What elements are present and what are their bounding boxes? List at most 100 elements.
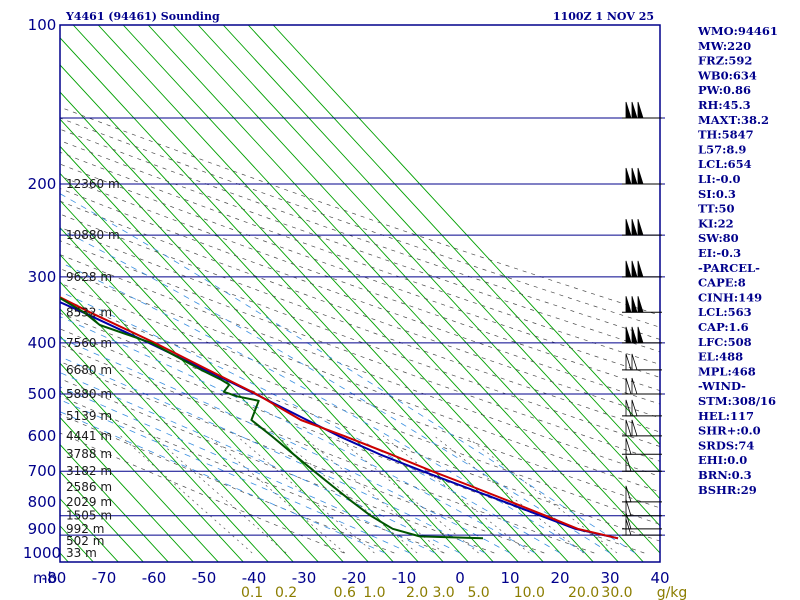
index-value: CAP:1.6 — [698, 320, 749, 334]
index-value: STM:308/16 — [698, 394, 776, 408]
isotherm-line — [60, 281, 319, 562]
temperature-label: 40 — [650, 569, 669, 587]
mixing-ratio-line — [433, 435, 584, 554]
height-label: 3788 m — [66, 447, 112, 461]
isotherm-line — [222, 25, 660, 500]
isotherm-line — [60, 470, 144, 562]
index-value: TT:50 — [698, 202, 735, 216]
wind-barb — [622, 499, 662, 517]
mixing-ratio-label: 10.0 — [514, 585, 545, 600]
isotherm-line — [60, 172, 419, 562]
index-value: WB0:634 — [697, 68, 757, 82]
temperature-trace — [60, 296, 619, 540]
wind-barb — [622, 377, 662, 395]
isotherm-line — [60, 118, 469, 562]
mixing-ratio-label: 0.2 — [275, 585, 297, 600]
height-label: 2029 m — [66, 495, 112, 509]
wind-barb — [622, 519, 662, 536]
index-value: LI:-0.0 — [698, 172, 741, 186]
mixing-ratio-line — [208, 435, 346, 554]
temperature-label: -70 — [92, 569, 117, 587]
pressure-label: 700 — [28, 462, 57, 480]
dewpoint-trace — [60, 296, 484, 540]
mixing-ratio-line — [382, 435, 530, 554]
index-value: L57:8.9 — [698, 142, 746, 156]
index-value: -PARCEL- — [698, 261, 760, 275]
dry-adiabat — [60, 361, 545, 554]
temperature-label: 10 — [500, 569, 519, 587]
mixing-ratio-labels: 0.1 0.2 0.6 1.0 2.0 3.0 5.0 10.0 20.0 30.0 g/kg — [241, 585, 687, 600]
mixing-ratio-label: 30.0 — [601, 585, 632, 600]
mixing-ratio-label: 0.6 — [334, 585, 356, 600]
mixing-ratio-line — [276, 435, 418, 554]
isotherm-line — [122, 25, 619, 562]
dry-adiabat — [60, 268, 660, 493]
pressure-label: 900 — [28, 520, 57, 538]
pressure-axis-labels: 100 200 300 400 500 600 700 800 900 1000 — [23, 16, 61, 562]
index-value: CAPE:8 — [698, 276, 746, 290]
height-label: 4441 m — [66, 429, 112, 443]
isotherm-line — [60, 254, 344, 562]
chart-title: Y4461 (94461) Sounding — [65, 10, 220, 23]
height-label: 5139 m — [66, 409, 112, 423]
temperature-label: -10 — [392, 569, 417, 587]
index-value: HEL:117 — [698, 409, 754, 423]
index-value: BSHR:29 — [698, 483, 757, 497]
isotherm-line — [60, 335, 269, 562]
temperature-line — [60, 296, 619, 540]
index-value: LCL:563 — [698, 305, 752, 319]
mixing-ratio-line — [152, 435, 287, 554]
index-value: BRN:0.3 — [698, 468, 752, 482]
wind-barbs — [622, 101, 662, 536]
temperature-label: -80 — [42, 569, 67, 587]
isotherm-line — [60, 389, 219, 562]
isotherm-line — [60, 199, 394, 562]
x-axis-label: mb — [33, 569, 57, 587]
isotherm-line — [60, 443, 169, 562]
height-label: 12360 m — [66, 177, 120, 191]
chart-datetime: 1100Z 1 NOV 25 — [553, 10, 654, 23]
isotherm-line — [60, 416, 194, 562]
height-label: 6680 m — [66, 363, 112, 377]
index-value: PW:0.86 — [698, 83, 751, 97]
dry-adiabat — [60, 378, 495, 554]
temperature-label: 0 — [455, 569, 465, 587]
moist-adiabat — [60, 372, 461, 554]
height-label: 502 m — [66, 534, 104, 548]
moist-adiabat — [60, 291, 561, 554]
pressure-label: 400 — [28, 334, 57, 352]
isotherm-line — [60, 362, 244, 562]
index-value: MW:220 — [698, 39, 751, 53]
mixing-ratio-label: 2.0 — [406, 585, 428, 600]
wind-barb — [622, 218, 662, 236]
wind-barb — [622, 485, 662, 503]
mixing-ratio-label: 0.1 — [241, 585, 263, 600]
isobar-lines — [60, 117, 665, 536]
index-value: SHR+:0.0 — [698, 424, 761, 438]
pressure-label: 600 — [28, 427, 57, 445]
isotherm-line — [60, 145, 444, 562]
temperature-label: -60 — [142, 569, 167, 587]
temperature-label: -20 — [342, 569, 367, 587]
mixing-ratio-label: 3.0 — [432, 585, 454, 600]
wind-barb — [622, 296, 662, 313]
index-value: EI:-0.3 — [698, 246, 741, 260]
index-value: SW:80 — [698, 231, 739, 245]
height-label: 8532 m — [66, 305, 112, 319]
isotherm-line — [172, 25, 660, 554]
index-value: FRZ:592 — [698, 54, 752, 68]
moist-adiabat — [60, 356, 486, 554]
wind-barb — [622, 353, 662, 371]
mixing-ratio-label: 20.0 — [568, 585, 599, 600]
index-value: LCL:654 — [698, 157, 752, 171]
height-label: 2586 m — [66, 480, 112, 494]
isotherm-line — [60, 308, 294, 562]
height-label: 9628 m — [66, 270, 112, 284]
isotherm-line — [60, 226, 369, 562]
mixing-ratio-line — [120, 435, 253, 554]
mixing-ratio-label: 1.0 — [363, 585, 385, 600]
height-label: 7560 m — [66, 336, 112, 350]
isotherm-line — [72, 25, 569, 562]
